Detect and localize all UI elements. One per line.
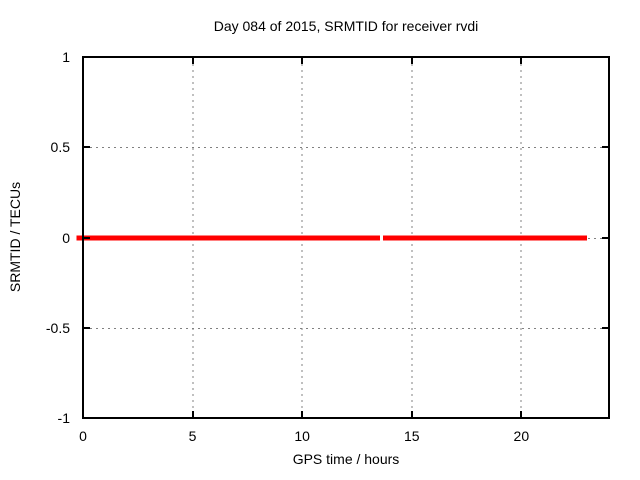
y-tick-label: -1 — [57, 410, 70, 426]
x-axis-label: GPS time / hours — [292, 451, 400, 467]
x-tick-label: 0 — [79, 428, 87, 444]
y-tick-label: 0 — [62, 229, 70, 246]
x-tick-label: 10 — [294, 428, 310, 444]
x-tick-label: 15 — [403, 428, 420, 444]
y-tick-label: 0.5 — [50, 139, 70, 156]
y-tick-label: -0.5 — [45, 319, 70, 336]
x-tick-label: 20 — [513, 428, 530, 444]
x-tick-label: 5 — [188, 428, 197, 444]
y-tick-label: 1 — [62, 49, 70, 65]
chart-title: Day 084 of 2015, SRMTID for receiver rvd… — [213, 18, 479, 34]
plot-border — [82, 56, 610, 419]
